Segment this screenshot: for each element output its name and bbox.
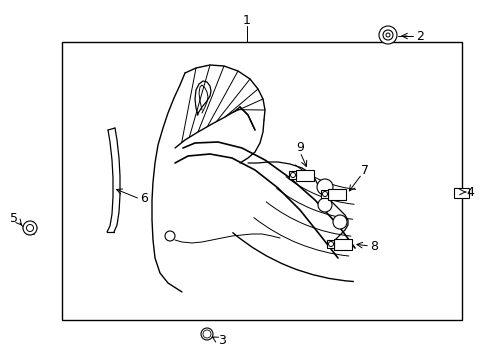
Text: 8: 8 [369, 239, 377, 252]
Text: 3: 3 [218, 333, 225, 346]
Circle shape [322, 192, 327, 197]
Text: 2: 2 [415, 30, 423, 42]
Circle shape [290, 172, 295, 177]
Circle shape [317, 198, 331, 212]
Text: 6: 6 [140, 192, 148, 204]
Bar [453, 188, 468, 198]
Text: 1: 1 [243, 14, 250, 27]
Text: 7: 7 [360, 163, 368, 176]
Circle shape [201, 328, 213, 340]
Circle shape [204, 332, 208, 336]
Circle shape [316, 179, 332, 195]
Bar [288, 171, 295, 179]
Circle shape [203, 330, 210, 338]
Bar [327, 189, 346, 200]
Circle shape [378, 26, 396, 44]
Bar [326, 240, 333, 248]
Text: 9: 9 [295, 140, 304, 153]
Circle shape [23, 221, 37, 235]
Circle shape [332, 215, 346, 229]
Text: 4: 4 [465, 185, 473, 198]
Bar [320, 190, 327, 198]
Bar [333, 239, 351, 250]
Circle shape [382, 30, 392, 40]
Bar [295, 170, 313, 181]
Circle shape [164, 231, 175, 241]
Circle shape [385, 33, 389, 37]
Circle shape [328, 242, 333, 247]
Text: 5: 5 [10, 212, 18, 225]
Circle shape [26, 225, 34, 231]
Bar [62, 42, 461, 320]
